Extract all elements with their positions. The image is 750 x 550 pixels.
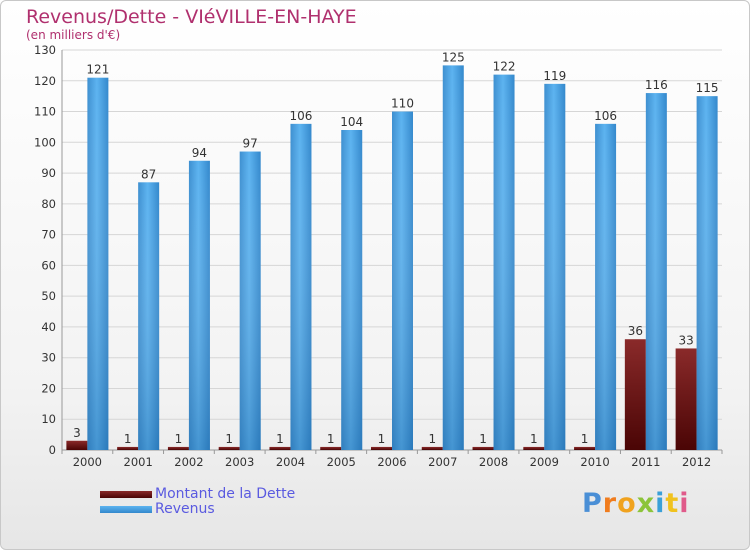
data-label-revenue-2002: 94 (192, 146, 207, 160)
bar-revenue-shade-2006 (392, 111, 413, 451)
bar-revenue-shade-2007 (442, 65, 464, 450)
y-tick-label: 60 (41, 258, 56, 272)
data-label-debt-2012: 33 (678, 333, 693, 347)
bar-revenue-shade-2010 (595, 123, 617, 450)
data-label-debt-2002: 1 (175, 432, 183, 446)
data-label-revenue-2008: 122 (493, 60, 516, 74)
legend-label-debt: Montant de la Dette (155, 486, 296, 502)
y-tick-label: 90 (41, 166, 56, 180)
x-tick-label-2005: 2005 (327, 455, 356, 469)
bar-debt-2007 (421, 446, 443, 450)
x-tick-label-2002: 2002 (174, 455, 203, 469)
bar-revenue-shade-2008 (493, 74, 515, 450)
bar-debt-2011 (624, 339, 646, 450)
data-label-revenue-2000: 121 (86, 63, 109, 77)
data-label-debt-2006: 1 (378, 432, 386, 446)
bar-debt-2001 (117, 446, 139, 450)
data-label-debt-2001: 1 (124, 432, 132, 446)
axis-layer: 0 10 20 30 40 50 60 70 80 90 100 110 120 130 2000 2001 2… (34, 43, 723, 469)
y-tick-label: 50 (41, 289, 56, 303)
bar-revenue-shade-2003 (239, 151, 261, 451)
bar-debt-2008 (472, 446, 494, 450)
data-label-debt-2000: 3 (73, 426, 81, 440)
logo-letter: x (636, 488, 656, 519)
logo-letter: r (602, 488, 618, 519)
x-tick-label-2009: 2009 (530, 455, 559, 469)
logo-letter: i (679, 488, 690, 519)
y-tick-label: 20 (41, 381, 56, 395)
bar-revenue-shade-2012 (696, 96, 718, 451)
data-label-revenue-2006: 110 (391, 97, 414, 111)
data-label-revenue-2010: 106 (594, 109, 617, 123)
legend-swatch-revenue (100, 506, 152, 513)
data-label-debt-2007: 1 (428, 432, 436, 446)
y-tick-label: 0 (49, 443, 56, 457)
legend-label-revenue: Revenus (155, 501, 215, 517)
bar-debt-2005 (320, 446, 342, 450)
bar-debt-2002 (167, 446, 189, 450)
logo-letter: t (665, 488, 680, 519)
chart-title: Revenus/Dette - VIéVILLE-EN-HAYE (26, 6, 357, 28)
x-tick-label-2000: 2000 (73, 455, 102, 469)
logo-letter: P (582, 488, 603, 519)
bar-debt-2012 (675, 348, 697, 450)
x-tick-label-2001: 2001 (124, 455, 153, 469)
data-label-debt-2004: 1 (276, 432, 284, 446)
bar-revenue-shade-2009 (544, 83, 566, 450)
logo-letter: i (655, 488, 666, 519)
data-label-debt-2003: 1 (225, 432, 233, 446)
bar-revenue-shade-2001 (138, 182, 160, 451)
x-tick-label-2003: 2003 (225, 455, 254, 469)
data-label-revenue-2012: 115 (696, 81, 719, 95)
y-tick-label: 30 (41, 351, 56, 365)
y-tick-label: 70 (41, 228, 56, 242)
x-tick-label-2012: 2012 (682, 455, 711, 469)
data-label-debt-2008: 1 (479, 432, 487, 446)
x-tick-label-2006: 2006 (377, 455, 406, 469)
logo-letter: o (617, 488, 637, 519)
bar-revenue-shade-2011 (645, 93, 667, 451)
data-label-debt-2011: 36 (628, 324, 643, 338)
bar-debt-2000 (66, 440, 88, 450)
y-tick-label: 80 (41, 197, 56, 211)
data-label-revenue-2001: 87 (141, 167, 156, 181)
x-tick-label-2007: 2007 (428, 455, 457, 469)
data-label-revenue-2007: 125 (442, 50, 465, 64)
bar-revenue-shade-2005 (341, 130, 363, 450)
data-label-revenue-2009: 119 (543, 69, 566, 83)
y-tick-label: 10 (41, 412, 56, 426)
data-label-revenue-2003: 97 (243, 137, 258, 151)
y-tick-label: 40 (41, 320, 56, 334)
legend-swatch-debt (100, 491, 152, 498)
bar-revenue-shade-2002 (188, 160, 210, 450)
y-tick-label: 110 (34, 105, 56, 119)
bars-layer (66, 65, 718, 451)
bar-revenue-shade-2004 (290, 123, 312, 450)
y-tick-label: 100 (34, 135, 56, 149)
chart-subtitle: (en milliers d'€) (26, 28, 121, 42)
bar-debt-2010 (574, 446, 596, 450)
y-tick-label: 120 (34, 74, 56, 88)
bar-revenue-shade-2000 (87, 77, 109, 450)
x-tick-label-2004: 2004 (276, 455, 305, 469)
data-label-revenue-2004: 106 (290, 109, 313, 123)
x-tick-label-2008: 2008 (479, 455, 508, 469)
data-label-debt-2010: 1 (581, 432, 589, 446)
bar-debt-2004 (269, 446, 291, 450)
data-label-revenue-2011: 116 (645, 78, 668, 92)
proxiti-logo: Proxiti (582, 488, 690, 519)
labels-layer: 3 121 1 87 1 94 1 97 1 106 1 104 1 110 1 125 1 122 1 119 1 10… (73, 50, 719, 446)
y-tick-label: 130 (34, 43, 56, 57)
bar-debt-2003 (218, 446, 240, 450)
data-label-debt-2005: 1 (327, 432, 335, 446)
bar-debt-2009 (523, 446, 545, 450)
x-tick-label-2011: 2011 (631, 455, 660, 469)
bar-debt-2006 (371, 446, 392, 450)
data-label-debt-2009: 1 (530, 432, 538, 446)
data-label-revenue-2005: 104 (340, 115, 363, 129)
x-tick-label-2010: 2010 (580, 455, 609, 469)
